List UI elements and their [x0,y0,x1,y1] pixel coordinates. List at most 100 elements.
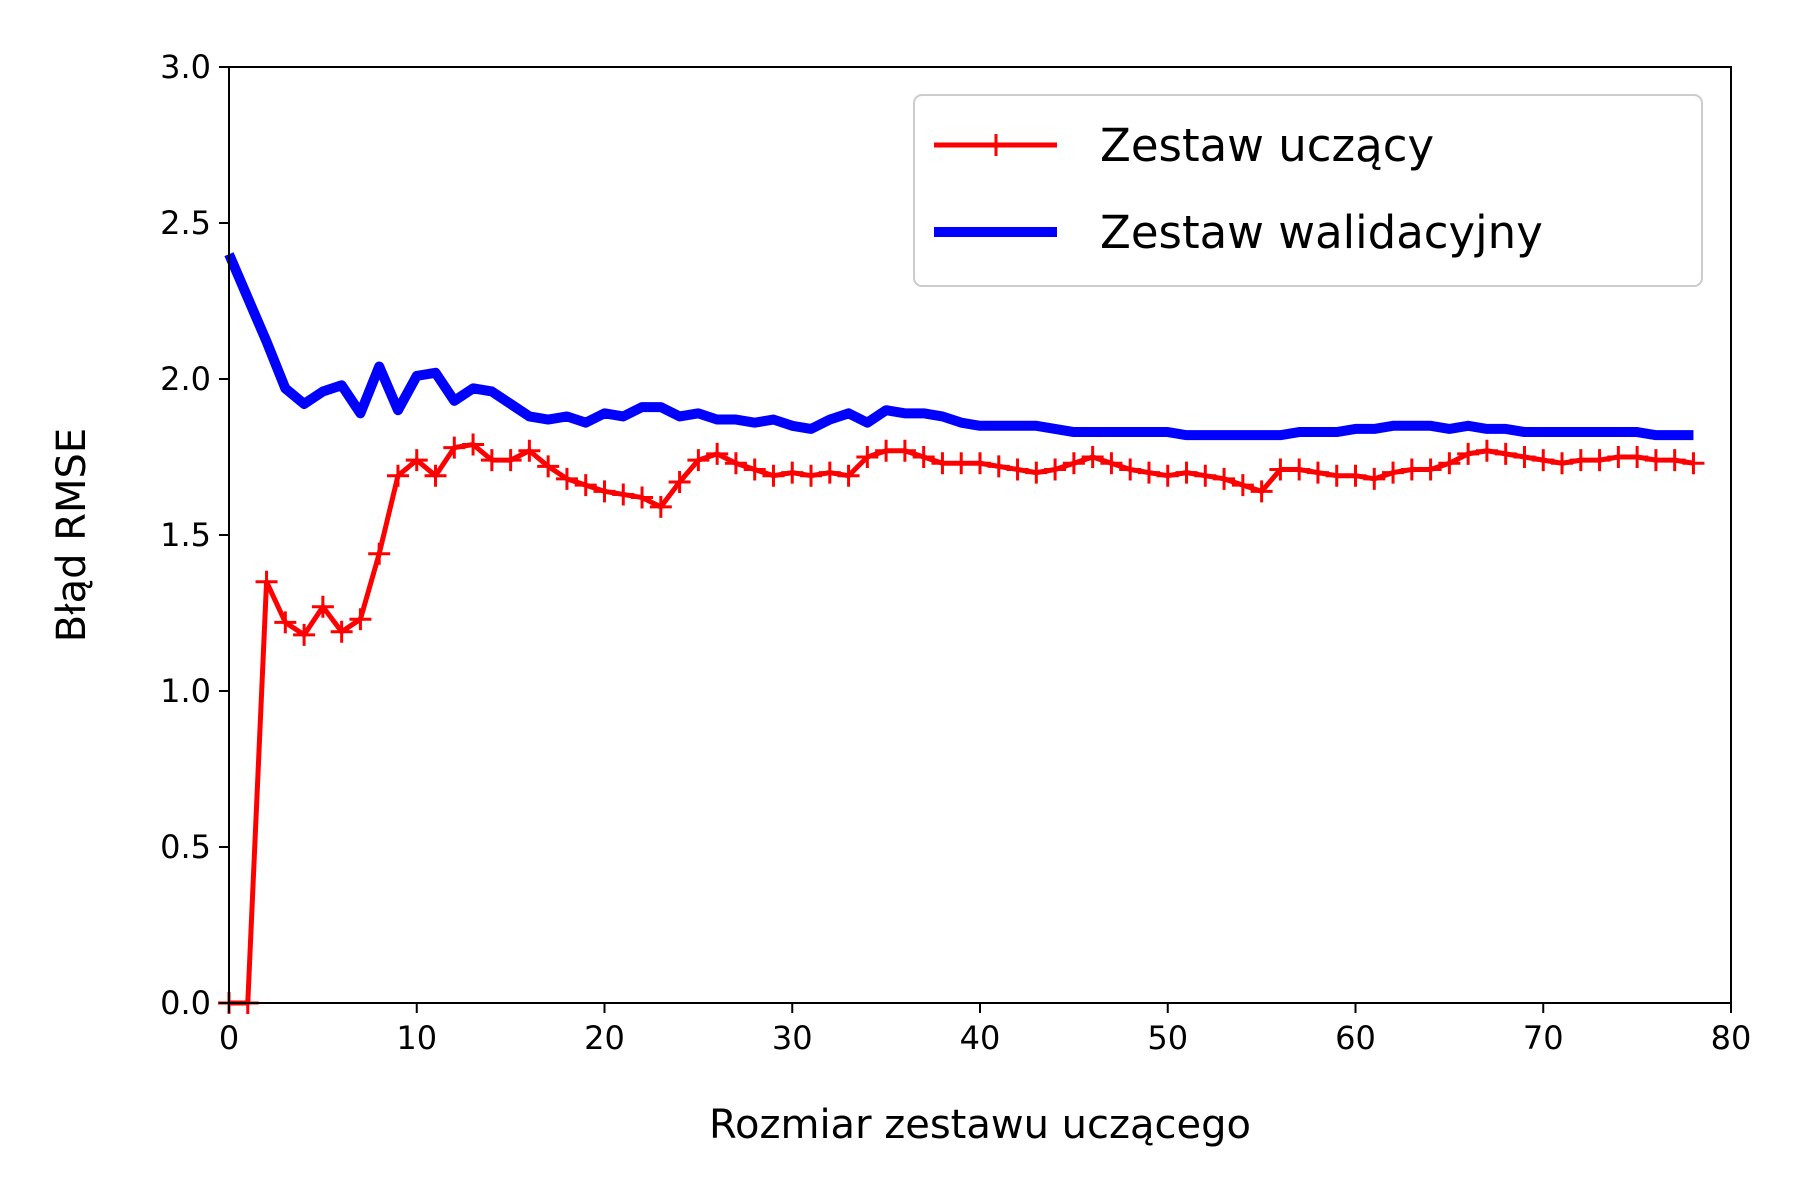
data-point [856,446,879,468]
data-point [1682,452,1705,475]
data-point [405,449,428,472]
x-tick-label: 30 [772,1019,813,1057]
data-point [1644,449,1667,472]
data-point [931,452,954,475]
data-point [255,570,278,593]
x-axis-label: Rozmiar zestawu uczącego [709,1102,1251,1148]
data-point [1119,458,1142,481]
data-point [1400,458,1423,481]
data-point [330,620,353,643]
series-line [224,252,1694,441]
data-point [1006,458,1029,481]
data-point [1044,458,1067,481]
data-point [912,446,935,468]
legend-label-validation: Zestaw walidacyjny [1100,206,1543,259]
x-tick-label: 0 [219,1019,239,1057]
data-point [724,452,747,475]
data-point [574,474,597,497]
data-point [893,439,916,462]
legend-label-training: Zestaw uczący [1100,119,1434,172]
data-point [1475,439,1498,462]
data-point [537,455,560,478]
x-tick-label: 50 [1147,1019,1188,1057]
data-point [1344,464,1367,487]
series-layer [218,252,1705,1014]
legend-marker-training [985,134,1007,156]
data-point [612,483,635,506]
data-point [1100,452,1123,475]
legend-box [913,94,1703,287]
data-point [762,464,785,487]
data-point [1363,467,1386,490]
data-point [706,442,729,465]
data-point [743,458,766,481]
data-point [687,449,710,472]
data-point [368,542,391,565]
data-point [1306,461,1329,484]
x-tick-label: 10 [396,1019,437,1057]
data-point [386,464,409,487]
y-tick-label: 0.0 [160,984,211,1022]
x-axis: 0 10 20 30 40 50 60 70 80 [219,1003,1752,1057]
y-tick-label: 1.0 [160,672,211,710]
data-point [1513,446,1536,468]
data-point [1175,461,1198,484]
y-axis: 0.0 0.5 1.0 1.5 2.0 2.5 3.0 [160,48,229,1022]
data-point [1194,464,1217,487]
data-point [1137,461,1160,484]
data-point [443,436,466,459]
data-point [499,449,522,472]
data-point [781,461,804,484]
y-axis-label: Błąd RMSE [49,428,95,642]
data-point [1156,464,1179,487]
data-point [349,608,372,631]
data-point [875,439,898,462]
data-point [424,464,447,487]
x-tick-label: 70 [1523,1019,1564,1057]
x-tick-label: 20 [584,1019,625,1057]
data-point [518,439,541,462]
data-point [649,495,672,518]
data-point [1419,458,1442,481]
data-point [969,452,991,475]
data-point [1325,464,1348,487]
data-point [818,461,841,484]
data-point [274,611,297,634]
data-point [1269,458,1292,481]
data-point [1382,461,1405,484]
data-point [837,464,860,487]
data-point [631,486,654,509]
data-point [1250,480,1273,503]
data-point [668,470,691,493]
y-tick-label: 2.0 [160,360,211,398]
data-point [1288,458,1311,481]
x-tick-label: 80 [1711,1019,1752,1057]
data-point [950,452,973,475]
data-point [293,623,316,646]
data-point [1626,446,1649,468]
data-point [593,480,616,503]
y-tick-label: 1.5 [160,516,211,554]
data-point [1025,461,1048,484]
data-point [1213,467,1236,490]
data-point [1588,449,1611,472]
series-training [218,433,1705,1014]
y-tick-label: 0.5 [160,828,211,866]
data-point [1551,452,1574,475]
data-point [311,595,334,618]
data-point [1663,449,1686,472]
data-point [1457,442,1480,465]
data-point [987,455,1010,478]
data-point [480,449,503,472]
x-tick-label: 40 [960,1019,1001,1057]
data-point [462,433,485,456]
y-tick-label: 2.5 [160,204,211,242]
data-point [1438,452,1461,475]
data-point [1569,449,1592,472]
data-point [1062,452,1085,475]
x-tick-label: 60 [1335,1019,1376,1057]
data-point [800,464,823,487]
data-point [1532,449,1555,472]
legend: Zestaw uczący Zestaw walidacyjny [913,94,1703,287]
